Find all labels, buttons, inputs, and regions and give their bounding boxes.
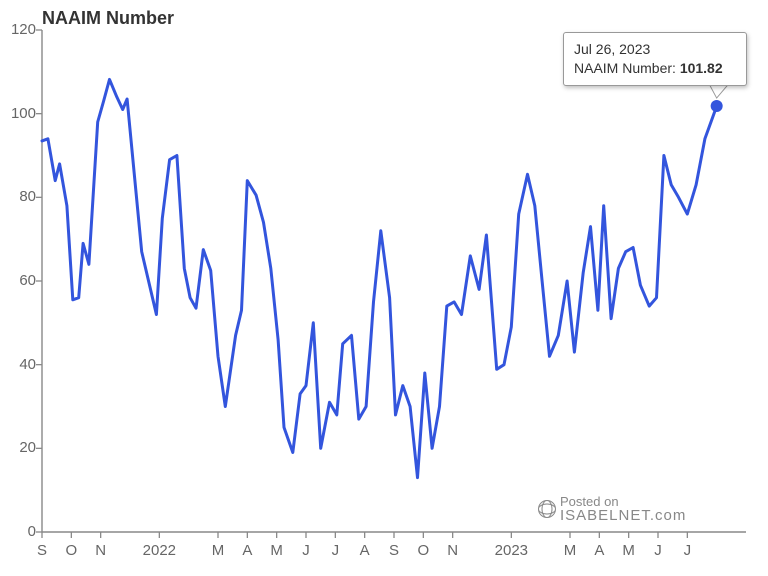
x-tick-label: J: [654, 542, 662, 559]
tooltip-label: NAAIM Number:: [574, 60, 680, 76]
y-tick-label: 120: [2, 21, 36, 38]
x-tick-label: J: [684, 542, 692, 559]
y-tick-label: 100: [2, 105, 36, 122]
x-tick-label: M: [212, 542, 225, 559]
y-tick-label: 80: [2, 188, 36, 205]
tooltip-value: 101.82: [680, 60, 723, 76]
x-tick-label: O: [417, 542, 429, 559]
naaim-chart: NAAIM Number Jul 26, 2023 NAAIM Number: …: [0, 0, 768, 576]
x-tick-label: S: [37, 542, 47, 559]
x-tick-label: M: [564, 542, 577, 559]
y-tick-label: 0: [2, 523, 36, 540]
tooltip-date: Jul 26, 2023: [574, 40, 736, 59]
tooltip-line: NAAIM Number: 101.82: [574, 59, 736, 78]
watermark-brand: ISABELNET.com: [560, 507, 686, 524]
tooltip: Jul 26, 2023 NAAIM Number: 101.82: [563, 32, 747, 86]
x-tick-label: 2022: [143, 542, 176, 559]
y-tick-label: 20: [2, 439, 36, 456]
x-tick-label: N: [447, 542, 458, 559]
x-tick-label: N: [95, 542, 106, 559]
chart-svg: [0, 0, 768, 576]
x-tick-label: M: [622, 542, 635, 559]
x-tick-label: A: [594, 542, 604, 559]
x-tick-label: O: [65, 542, 77, 559]
x-tick-label: 2023: [495, 542, 528, 559]
x-tick-label: J: [332, 542, 340, 559]
x-tick-label: A: [360, 542, 370, 559]
watermark: Posted on ISABELNET.com: [538, 494, 686, 524]
x-tick-label: J: [302, 542, 310, 559]
x-tick-label: A: [242, 542, 252, 559]
y-tick-label: 60: [2, 272, 36, 289]
x-tick-label: M: [270, 542, 283, 559]
x-tick-label: S: [389, 542, 399, 559]
y-tick-label: 40: [2, 356, 36, 373]
globe-icon: [538, 500, 556, 518]
